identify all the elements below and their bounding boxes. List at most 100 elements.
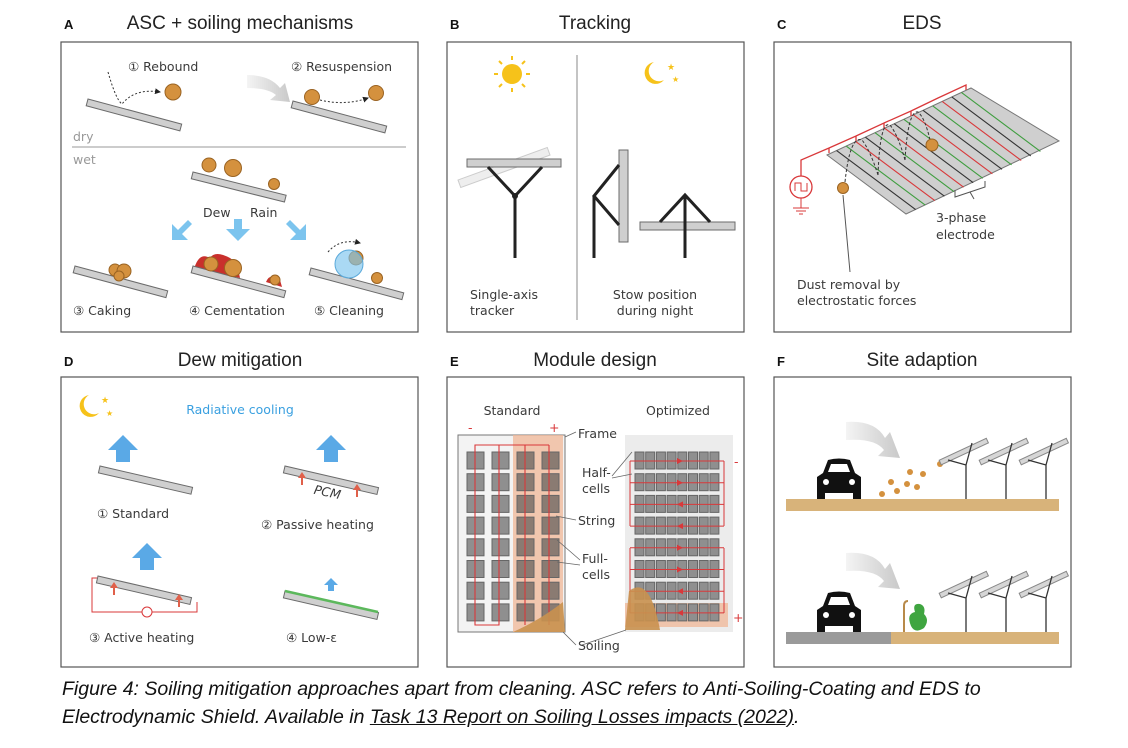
headlight bbox=[849, 612, 855, 618]
tracker-post bbox=[947, 575, 973, 632]
full-cell bbox=[491, 494, 510, 513]
label-standard: Standard bbox=[484, 403, 541, 418]
panel-d: D Dew mitigation ★★ Radiative cooling ① … bbox=[60, 350, 419, 668]
caption-period: . bbox=[794, 706, 800, 728]
panel-b: B Tracking ★★ Single-axis tracker Stow p… bbox=[446, 13, 745, 333]
svg-text:★: ★ bbox=[101, 395, 109, 405]
dust-particle bbox=[368, 85, 384, 101]
panel-e: E Module design Standard Optimized - + F… bbox=[446, 350, 745, 668]
full-cell bbox=[541, 538, 560, 557]
panel-frame bbox=[446, 41, 745, 333]
module-bar bbox=[1018, 437, 1070, 466]
heating-circuit bbox=[91, 577, 198, 613]
module-bar bbox=[190, 171, 287, 203]
label-half-1: Half- bbox=[582, 465, 611, 480]
full-cell bbox=[541, 494, 560, 513]
dust-particle bbox=[164, 83, 182, 101]
pivot bbox=[512, 193, 518, 199]
label-electrode-1: 3-phase bbox=[936, 210, 986, 225]
solar-tracker-icon bbox=[938, 437, 990, 499]
tracker-module bbox=[466, 158, 562, 168]
full-cell bbox=[491, 451, 510, 470]
label-low-e: ④ Low-ε bbox=[286, 630, 337, 645]
module-bar bbox=[978, 437, 1030, 466]
label-stow-2: during night bbox=[617, 303, 694, 318]
stow-post bbox=[592, 164, 621, 258]
module-bar bbox=[938, 437, 990, 466]
panel-letter: A bbox=[64, 17, 74, 32]
current-arrow-icon bbox=[677, 458, 683, 464]
sun-icon bbox=[494, 56, 530, 92]
solar-tracker-icon bbox=[978, 570, 1030, 632]
label-electrode-2: electrode bbox=[936, 227, 995, 242]
panel-c: C EDS 3-phase electrode Dust removal by … bbox=[773, 13, 1072, 333]
label-rain: Rain bbox=[250, 205, 277, 220]
figure-4: A ASC + soiling mechanisms ① Rebound ② R… bbox=[60, 13, 1072, 668]
power-source-icon bbox=[141, 606, 153, 618]
module-bar bbox=[85, 98, 183, 132]
dust-particle bbox=[925, 138, 939, 152]
ground-strip bbox=[891, 632, 1059, 644]
electrode-line bbox=[884, 127, 964, 188]
caption-text: Electrodynamic Shield. Available in bbox=[62, 706, 370, 728]
trajectory-arrow bbox=[319, 96, 369, 104]
full-cell bbox=[491, 473, 510, 492]
label-dust-1: Dust removal by bbox=[797, 277, 901, 292]
car-body bbox=[817, 458, 861, 499]
panel-title: Site adaption bbox=[867, 350, 978, 371]
soiling-deposit bbox=[513, 602, 565, 632]
low-e-coating bbox=[284, 589, 379, 614]
stowed-module bbox=[618, 149, 629, 243]
label-half-2: cells bbox=[582, 481, 610, 496]
string-wiring bbox=[474, 444, 550, 626]
dust-particle bbox=[269, 274, 281, 286]
label-cleaning: ⑤ Cleaning bbox=[314, 303, 384, 318]
car-windshield bbox=[828, 464, 850, 472]
dust-particle bbox=[201, 157, 217, 173]
string-wire bbox=[629, 461, 725, 613]
label-stow-1: Stow position bbox=[613, 287, 697, 302]
electrode-line bbox=[836, 150, 916, 210]
square-wave bbox=[794, 182, 808, 192]
full-cell bbox=[541, 516, 560, 535]
arrow-down-right-icon bbox=[286, 220, 306, 240]
electrode-line bbox=[874, 132, 955, 193]
label-full-1: Full- bbox=[582, 551, 608, 566]
wind-arrow-icon bbox=[846, 552, 900, 589]
solar-tracker-icon bbox=[1018, 570, 1070, 632]
electrode-line bbox=[951, 96, 1032, 157]
panel-title: Dew mitigation bbox=[178, 350, 303, 371]
water-droplet bbox=[334, 249, 364, 279]
full-cell bbox=[491, 538, 510, 557]
label-tracker-1: Single-axis bbox=[470, 287, 538, 302]
label-wet: wet bbox=[73, 152, 96, 167]
electrode-line bbox=[932, 105, 1012, 166]
dust-particle bbox=[224, 259, 242, 277]
label-caking: ③ Caking bbox=[73, 303, 131, 318]
full-cell bbox=[541, 473, 560, 492]
panel-title: ASC + soiling mechanisms bbox=[127, 13, 354, 34]
current-arrow-icon bbox=[677, 479, 683, 486]
label-standard: ① Standard bbox=[97, 506, 169, 521]
plus-terminal: + bbox=[549, 420, 559, 435]
module-bar bbox=[290, 100, 388, 134]
panel-letter: E bbox=[450, 354, 459, 369]
electrode-line bbox=[865, 136, 945, 197]
tracker-post bbox=[987, 442, 1013, 499]
car-windshield bbox=[828, 597, 850, 605]
current-arrow-icon bbox=[677, 566, 683, 573]
module-bar bbox=[97, 465, 194, 495]
transition-arrow-icon bbox=[247, 75, 290, 102]
solar-tracker-icon bbox=[978, 437, 1030, 499]
current-arrow-icon bbox=[677, 544, 683, 551]
panel-letter: B bbox=[450, 17, 459, 32]
panel-frame bbox=[60, 376, 419, 668]
particle-trajectory bbox=[844, 111, 931, 183]
report-link[interactable]: Task 13 Report on Soiling Losses impacts… bbox=[369, 706, 795, 728]
module-bar bbox=[190, 265, 287, 299]
fence-post bbox=[903, 600, 909, 632]
current-arrow-icon bbox=[677, 588, 683, 595]
label-soiling: Soiling bbox=[578, 638, 620, 653]
label-dust-2: electrostatic forces bbox=[797, 293, 916, 308]
svg-text:★: ★ bbox=[667, 62, 675, 72]
